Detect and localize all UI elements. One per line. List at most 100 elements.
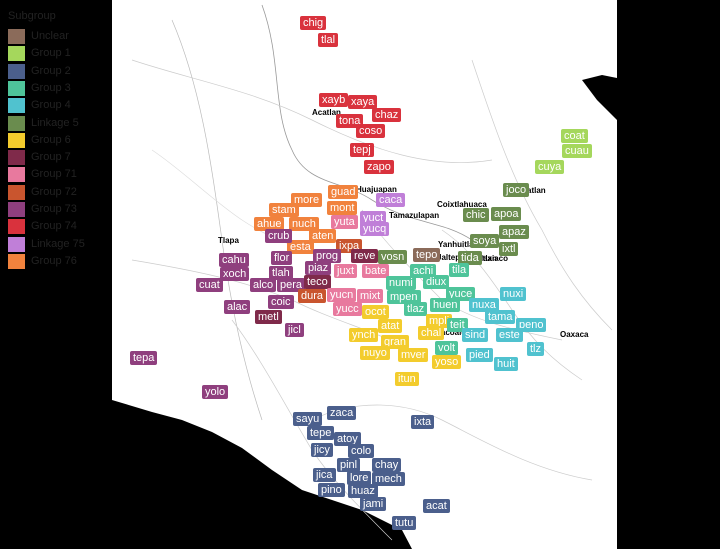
legend-swatch [8, 132, 25, 148]
variety-label-joco: joco [503, 183, 530, 197]
variety-label-jica: jica [313, 468, 336, 482]
variety-label-alac: alac [224, 300, 251, 314]
variety-label-tlz: tlz [527, 342, 544, 356]
variety-label-atoy: atoy [334, 432, 361, 446]
variety-label-yoso: yoso [432, 355, 462, 369]
legend-label: Group 6 [31, 133, 71, 146]
variety-label-alco: alco [250, 278, 277, 292]
legend-label: Unclear [31, 30, 69, 42]
variety-label-coat: coat [561, 129, 588, 143]
legend-label: Group 1 [31, 47, 71, 60]
legend-label: Linkage 75 [31, 237, 85, 250]
variety-label-jami: jami [360, 497, 387, 511]
variety-label-chaz: chaz [372, 108, 402, 122]
variety-label-tepo: tepo [413, 248, 441, 262]
variety-label-chal: chal [418, 326, 445, 340]
variety-label-zaca: zaca [327, 406, 357, 420]
variety-label-tepa: tepa [130, 351, 158, 365]
legend-swatch [8, 236, 25, 252]
variety-label-apaz: apaz [499, 225, 529, 239]
map-area: Acatlan Huajuapan Tamazulapan Coixtlahuaca T… [112, 0, 617, 549]
variety-label-yucc: yucc [333, 302, 362, 316]
variety-label-yuct: yuct [360, 211, 387, 225]
legend-swatch [8, 98, 25, 114]
variety-label-coic: coic [268, 295, 294, 309]
variety-label-mver: mver [398, 348, 429, 362]
variety-label-stam: stam [269, 203, 299, 217]
legend-swatch [8, 167, 25, 183]
legend-label: Group 74 [31, 220, 77, 233]
legend-swatch [8, 202, 25, 217]
legend-label: Group 72 [31, 185, 77, 198]
variety-label-xoch: xoch [220, 267, 250, 281]
city-label: Yanhuitlan [438, 240, 479, 249]
legend-label: Group 76 [31, 254, 77, 267]
legend-swatch [8, 80, 25, 96]
variety-label-zapo: zapo [364, 160, 394, 174]
variety-label-este: este [496, 328, 523, 342]
variety-label-jicl: jicl [285, 323, 304, 337]
region-boundary [261, 4, 473, 241]
legend-label: Group 3 [31, 81, 71, 94]
legend-swatch [8, 219, 25, 235]
variety-label-pinl: pinl [337, 458, 361, 472]
variety-label-ixtl: ixtl [499, 242, 519, 256]
variety-label-apoa: apoa [491, 207, 522, 221]
variety-label-esta: esta [287, 240, 314, 254]
legend-title: Subgroup [8, 10, 56, 22]
variety-label-bate: bate [362, 264, 390, 278]
variety-label-prog: prog [313, 249, 342, 263]
variety-label-tida: tida [458, 251, 482, 265]
city-label: Tamazulapan [389, 211, 440, 220]
variety-label-tila: tila [449, 263, 470, 277]
variety-label-xayb: xayb [319, 93, 349, 107]
variety-label-xaya: xaya [348, 95, 378, 109]
variety-label-numi: numi [386, 276, 416, 290]
city-label: Tlaxiaco [476, 254, 509, 263]
variety-label-itun: itun [395, 372, 419, 386]
ocean-area [112, 400, 412, 549]
variety-label-huaz: huaz [348, 484, 378, 498]
variety-label-coso: coso [356, 124, 386, 138]
city-label: Jaltepec [437, 253, 470, 262]
variety-label-huen: huen [430, 298, 461, 312]
gulf-coast [582, 75, 617, 120]
variety-label-nuxi: nuxi [500, 287, 527, 301]
city-label: Huajuapan [356, 185, 397, 194]
variety-label-cuat: cuat [196, 278, 223, 292]
legend-swatch [8, 253, 25, 269]
variety-label-yuce: yuce [446, 287, 476, 301]
variety-label-mpen: mpen [387, 290, 421, 304]
variety-label-pied: pied [466, 348, 493, 362]
city-label: Zacoalco [436, 328, 471, 337]
city-label: atlan [527, 186, 546, 195]
city-label: Tlapa [218, 236, 239, 245]
variety-label-mont: mont [327, 201, 358, 215]
variety-label-jicy: jicy [311, 443, 333, 457]
variety-label-mixt: mixt [357, 289, 384, 303]
variety-label-yuta: yuta [331, 215, 358, 229]
variety-label-teco: teco [304, 275, 331, 289]
variety-label-peno: peno [516, 318, 547, 332]
variety-label-yucq: yucq [360, 222, 390, 236]
variety-label-sayu: sayu [293, 412, 323, 426]
variety-label-nuyo: nuyo [360, 346, 390, 360]
variety-label-reve: reve [351, 249, 379, 263]
variety-label-chic: chic [463, 208, 489, 222]
variety-label-piaz: piaz [305, 261, 332, 275]
variety-label-caca: caca [376, 193, 406, 207]
legend-label: Group 2 [31, 64, 71, 77]
variety-label-aten: aten [309, 229, 337, 243]
legend-swatch [8, 29, 25, 44]
variety-label-dura: dura [298, 289, 327, 303]
variety-label-yolo: yolo [202, 385, 229, 399]
variety-label-tutu: tutu [392, 516, 417, 530]
variety-label-chig: chig [300, 16, 327, 30]
legend-swatch [8, 115, 25, 131]
legend-swatch [8, 63, 25, 79]
variety-label-chay: chay [372, 458, 402, 472]
legend-swatch [8, 46, 25, 62]
variety-label-ocot: ocot [362, 305, 389, 319]
river-line [131, 59, 493, 163]
city-label: Acatlan [312, 108, 341, 117]
